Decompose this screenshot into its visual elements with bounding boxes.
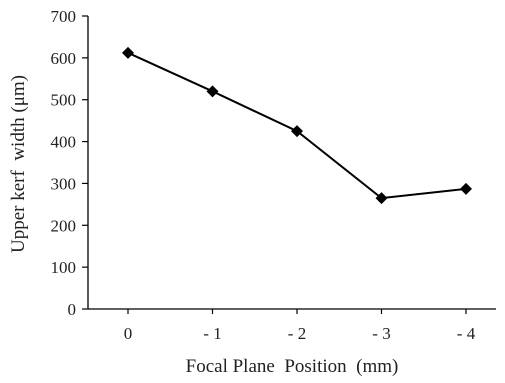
data-point-marker (122, 46, 134, 59)
y-tick-label: 600 (51, 49, 77, 68)
y-axis-ticks: 0 100 200 300 400 500 600 700 (51, 7, 88, 319)
x-tick-label: - 3 (372, 324, 390, 343)
chart-axes (87, 16, 496, 310)
y-tick-label: 400 (51, 133, 77, 152)
series-group (122, 46, 472, 205)
y-axis-title: Upper kerf width (μm) (8, 75, 29, 253)
y-tick-label: 100 (51, 258, 77, 277)
data-point-marker (460, 182, 472, 195)
x-tick-label: 0 (124, 324, 133, 343)
x-axis-ticks: 0 - 1 - 2 - 3 - 4 (124, 309, 476, 343)
y-tick-label: 300 (51, 174, 77, 193)
x-tick-label: - 2 (288, 324, 306, 343)
x-tick-label: - 1 (203, 324, 221, 343)
x-tick-label: - 4 (457, 324, 476, 343)
y-tick-label: 700 (51, 7, 77, 26)
y-tick-label: 500 (51, 91, 77, 110)
data-point-marker (206, 85, 219, 98)
y-tick-label: 200 (51, 216, 77, 235)
y-tick-label: 0 (68, 300, 77, 319)
x-axis-title: Focal Plane Position (mm) (186, 356, 399, 377)
data-point-marker (291, 125, 303, 138)
data-point-marker (375, 192, 388, 205)
